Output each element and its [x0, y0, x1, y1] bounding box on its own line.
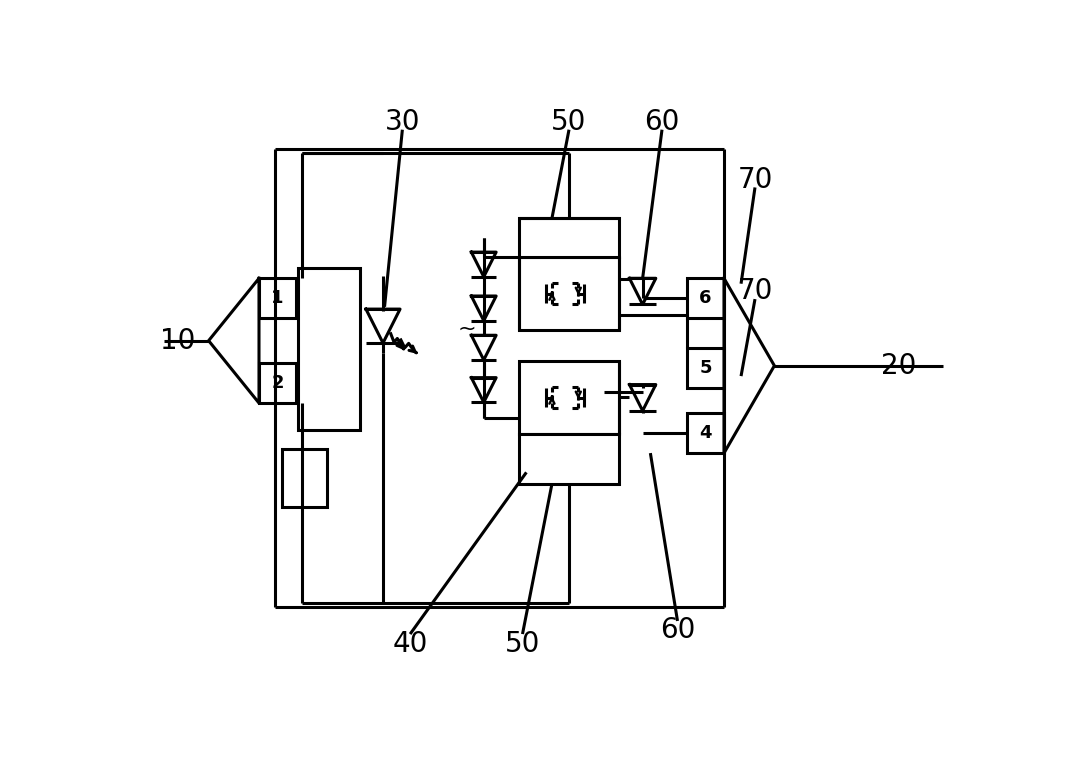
Text: 10: 10: [160, 327, 195, 355]
Text: 60: 60: [660, 616, 696, 644]
Text: 40: 40: [392, 630, 428, 658]
Bar: [282, 449, 327, 507]
Bar: [259, 363, 296, 403]
Bar: [259, 278, 296, 318]
Text: 60: 60: [645, 108, 679, 136]
Bar: [687, 347, 724, 388]
Text: 4: 4: [699, 424, 712, 442]
Bar: [687, 413, 724, 453]
Text: 50: 50: [551, 108, 586, 136]
Text: 30: 30: [384, 108, 420, 136]
Text: 20: 20: [880, 352, 916, 380]
Text: 6: 6: [699, 290, 712, 307]
Bar: [298, 268, 360, 430]
Bar: [518, 434, 619, 484]
Text: 50: 50: [504, 630, 540, 658]
Bar: [518, 218, 619, 257]
Text: 1: 1: [271, 290, 284, 307]
Text: 70: 70: [738, 277, 772, 306]
Text: 70: 70: [738, 166, 772, 194]
Text: 5: 5: [699, 359, 712, 377]
Bar: [687, 278, 724, 318]
Bar: [518, 257, 619, 330]
Bar: [518, 361, 619, 434]
Text: ~: ~: [458, 318, 476, 338]
Text: 2: 2: [271, 374, 284, 392]
